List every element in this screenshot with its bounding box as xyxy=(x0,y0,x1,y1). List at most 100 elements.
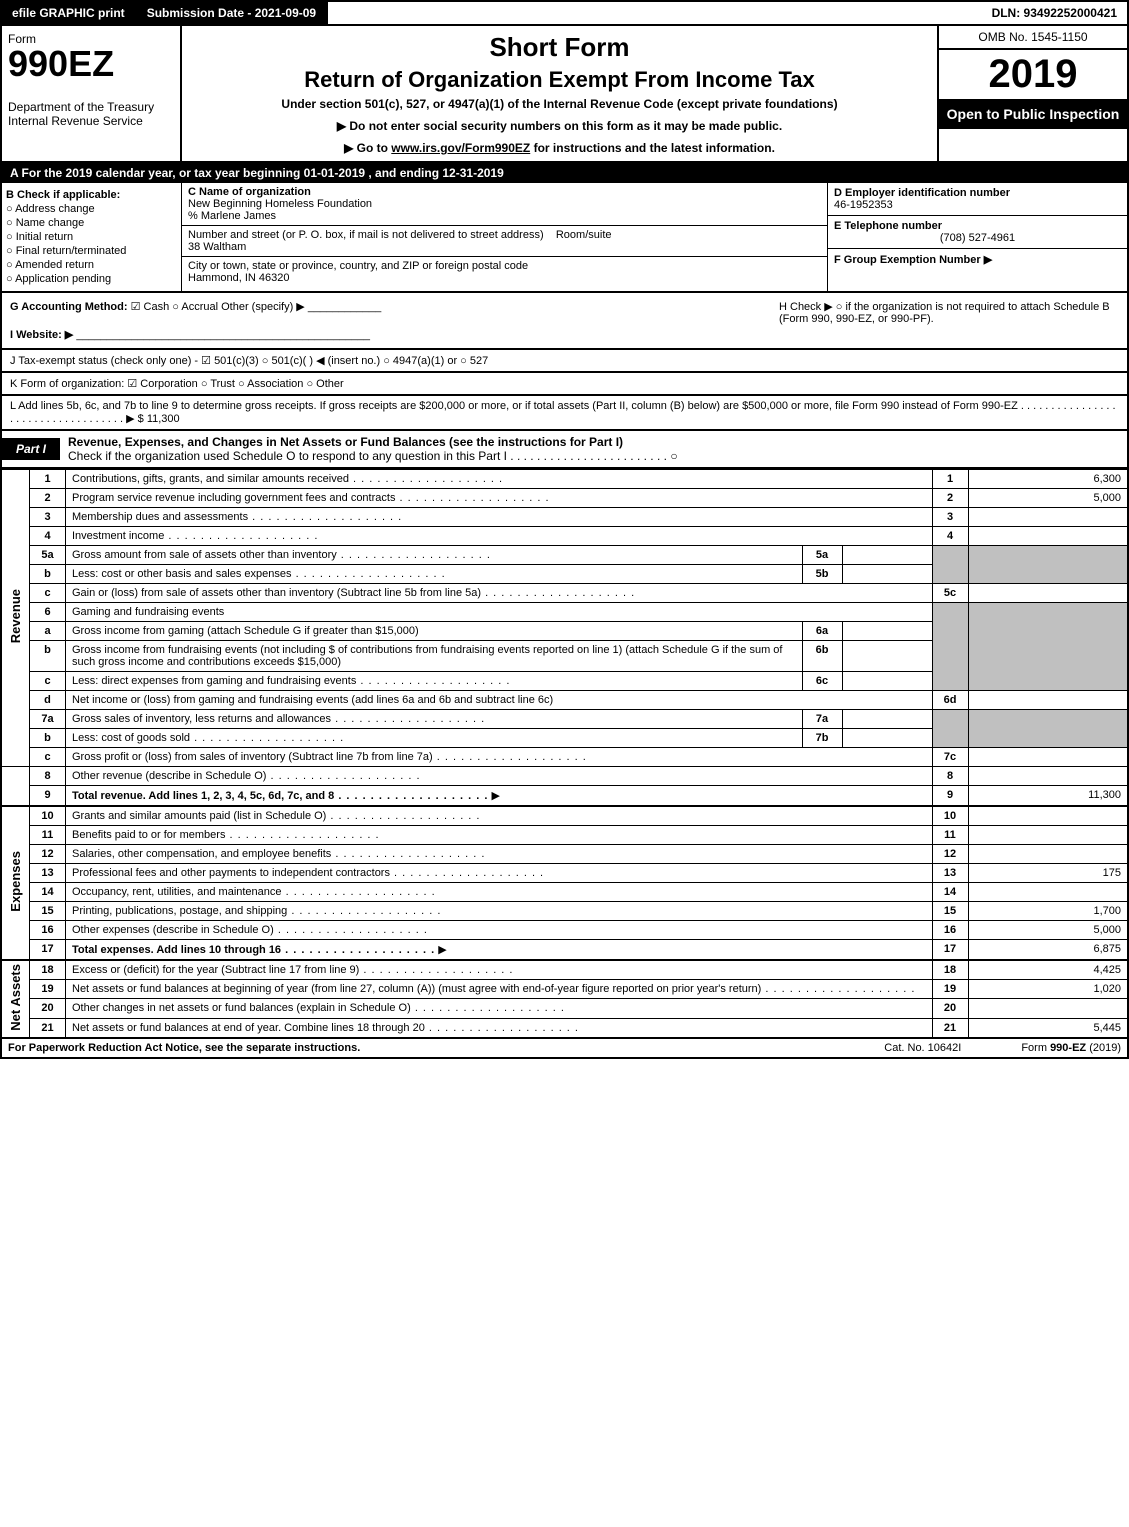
table-row: Revenue 1 Contributions, gifts, grants, … xyxy=(1,470,1128,489)
irs-label: Internal Revenue Service xyxy=(8,114,174,128)
box-f-label: F Group Exemption Number ▶ xyxy=(834,254,992,266)
table-row: 6 Gaming and fundraising events xyxy=(1,603,1128,622)
section-expenses: Expenses xyxy=(1,806,30,960)
footer-bar: For Paperwork Reduction Act Notice, see … xyxy=(0,1039,1129,1059)
part1-tab: Part I xyxy=(2,438,60,460)
chk-cash[interactable]: Cash xyxy=(131,301,170,313)
chk-application-pending[interactable]: Application pending xyxy=(6,273,177,285)
short-form-title: Short Form xyxy=(192,32,927,63)
table-row: Net Assets 18 Excess or (deficit) for th… xyxy=(1,960,1128,980)
cat-no: Cat. No. 10642I xyxy=(884,1042,961,1054)
header-left: Form 990EZ Department of the Treasury In… xyxy=(2,26,182,161)
subvalue xyxy=(842,622,932,641)
street-label: Number and street (or P. O. box, if mail… xyxy=(188,229,544,241)
line-text: Net assets or fund balances at end of ye… xyxy=(66,1018,933,1038)
subvalue xyxy=(842,565,932,584)
goto-pre: ▶ Go to xyxy=(344,141,391,155)
form-ref: Form 990-EZ (2019) xyxy=(1021,1042,1121,1054)
box-k: K Form of organization: ☑ Corporation ○ … xyxy=(0,373,1129,396)
line-text: Investment income xyxy=(66,527,933,546)
goto-line: ▶ Go to www.irs.gov/Form990EZ for instru… xyxy=(192,141,927,155)
chk-amended-return[interactable]: Amended return xyxy=(6,259,177,271)
paperwork-notice: For Paperwork Reduction Act Notice, see … xyxy=(8,1042,360,1054)
rnum: 9 xyxy=(932,786,968,807)
table-row: d Net income or (loss) from gaming and f… xyxy=(1,691,1128,710)
lineno: b xyxy=(30,729,66,748)
box-k-text: K Form of organization: ☑ Corporation ○ … xyxy=(10,378,344,390)
line-text: Professional fees and other payments to … xyxy=(66,864,933,883)
amount xyxy=(968,748,1128,767)
line-text: Net assets or fund balances at beginning… xyxy=(66,980,933,999)
line-text: Excess or (deficit) for the year (Subtra… xyxy=(66,960,933,980)
street-value: 38 Waltham xyxy=(188,241,246,253)
goto-post: for instructions and the latest informat… xyxy=(530,141,775,155)
chk-name-change[interactable]: Name change xyxy=(6,217,177,229)
rnum: 10 xyxy=(932,806,968,826)
amount xyxy=(968,883,1128,902)
box-c-name-label: C Name of organization xyxy=(188,186,311,198)
irs-link[interactable]: www.irs.gov/Form990EZ xyxy=(391,141,530,155)
rnum: 1 xyxy=(932,470,968,489)
line-text: Other revenue (describe in Schedule O) xyxy=(66,767,933,786)
lineno: 19 xyxy=(30,980,66,999)
lineno: 14 xyxy=(30,883,66,902)
table-row: 2 Program service revenue including gove… xyxy=(1,489,1128,508)
amount xyxy=(968,845,1128,864)
lineno: c xyxy=(30,584,66,603)
box-j: J Tax-exempt status (check only one) - ☑… xyxy=(0,350,1129,373)
table-row: 5a Gross amount from sale of assets othe… xyxy=(1,546,1128,565)
rnum: 13 xyxy=(932,864,968,883)
part1-table: Revenue 1 Contributions, gifts, grants, … xyxy=(0,469,1129,1039)
lineno: 20 xyxy=(30,999,66,1018)
box-i-label: I Website: ▶ xyxy=(10,329,73,341)
table-row: 19 Net assets or fund balances at beginn… xyxy=(1,980,1128,999)
tax-year: 2019 xyxy=(939,50,1127,99)
table-row: 20 Other changes in net assets or fund b… xyxy=(1,999,1128,1018)
rnum: 6d xyxy=(932,691,968,710)
part1-header: Part I Revenue, Expenses, and Changes in… xyxy=(0,431,1129,469)
rnum: 15 xyxy=(932,902,968,921)
line-text: Other expenses (describe in Schedule O) xyxy=(66,921,933,940)
line-text: Total revenue. Add lines 1, 2, 3, 4, 5c,… xyxy=(66,786,933,807)
line-text: Gain or (loss) from sale of assets other… xyxy=(66,584,933,603)
sublabel: 7a xyxy=(802,710,842,729)
sublabel: 5a xyxy=(802,546,842,565)
table-row: 3 Membership dues and assessments 3 xyxy=(1,508,1128,527)
chk-accrual[interactable]: Accrual xyxy=(172,301,218,313)
amount xyxy=(968,767,1128,786)
box-g-label: G Accounting Method: xyxy=(10,301,128,313)
form-header: Form 990EZ Department of the Treasury In… xyxy=(0,26,1129,163)
lineno: 10 xyxy=(30,806,66,826)
box-e-label: E Telephone number xyxy=(834,220,942,232)
line-text: Gross income from fundraising events (no… xyxy=(66,641,803,672)
sublabel: 6b xyxy=(802,641,842,672)
box-l-text: L Add lines 5b, 6c, and 7b to line 9 to … xyxy=(10,400,1116,425)
section-revenue-cont xyxy=(1,767,30,807)
lineno: 2 xyxy=(30,489,66,508)
lineno: b xyxy=(30,565,66,584)
rnum: 17 xyxy=(932,940,968,961)
chk-other[interactable]: Other (specify) ▶ xyxy=(221,301,305,313)
chk-final-return[interactable]: Final return/terminated xyxy=(6,245,177,257)
section-netassets: Net Assets xyxy=(1,960,30,1038)
sublabel: 7b xyxy=(802,729,842,748)
rnum: 8 xyxy=(932,767,968,786)
public-inspection-box: Open to Public Inspection xyxy=(939,99,1127,129)
line-text: Program service revenue including govern… xyxy=(66,489,933,508)
lineno: 15 xyxy=(30,902,66,921)
ein-value: 46-1952353 xyxy=(834,199,893,211)
top-bar: efile GRAPHIC print Submission Date - 20… xyxy=(0,0,1129,26)
amount xyxy=(968,806,1128,826)
efile-print-button[interactable]: efile GRAPHIC print xyxy=(2,2,137,24)
chk-initial-return[interactable]: Initial return xyxy=(6,231,177,243)
amount xyxy=(968,691,1128,710)
rnum: 3 xyxy=(932,508,968,527)
amount: 1,700 xyxy=(968,902,1128,921)
submission-date-button[interactable]: Submission Date - 2021-09-09 xyxy=(137,2,328,24)
rnum: 19 xyxy=(932,980,968,999)
city-value: Hammond, IN 46320 xyxy=(188,272,290,284)
lineno: 17 xyxy=(30,940,66,961)
chk-address-change[interactable]: Address change xyxy=(6,203,177,215)
line-text: Gross amount from sale of assets other t… xyxy=(66,546,803,565)
rnum: 21 xyxy=(932,1018,968,1038)
